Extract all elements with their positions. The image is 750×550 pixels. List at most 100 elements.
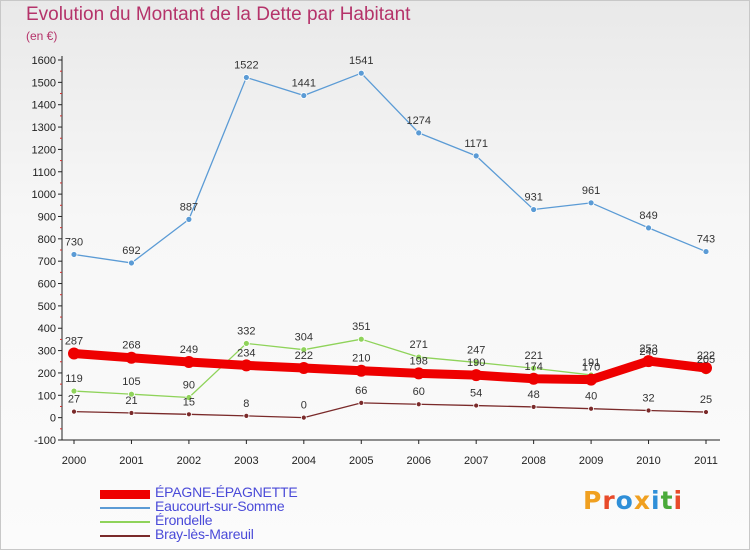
data-label-0: 198 [410,355,428,367]
data-label-0: 253 [639,343,657,355]
series-point-3 [300,414,307,421]
data-label-0: 174 [524,361,542,373]
data-label-2: 240 [639,346,657,358]
data-label-0: 190 [467,357,485,369]
y-tick-label: 1500 [32,77,56,89]
series-point-3 [243,412,250,419]
x-tick-label: 2007 [464,455,488,467]
logo-letter: i [673,486,684,515]
data-label-1: 931 [524,192,542,204]
y-tick-label: 500 [38,301,56,313]
y-tick-label: 300 [38,346,56,358]
series-point-0 [355,364,368,377]
chart-title: Evolution du Montant de la Dette par Hab… [26,4,411,25]
data-label-3: 48 [528,389,540,401]
y-tick-label: 1600 [32,55,56,67]
y-tick-label: 800 [38,234,56,246]
data-label-3: 40 [585,391,597,403]
legend-label: Érondelle [155,512,213,528]
data-label-2: 221 [524,350,542,362]
series-point-3 [703,409,709,415]
y-tick-label: -100 [34,435,56,447]
data-label-1: 849 [639,210,657,222]
data-label-3: 8 [243,398,249,410]
legend-label: Bray-lès-Mareuil [155,526,254,542]
series-point-0 [700,362,712,375]
data-label-2: 90 [183,380,195,392]
y-tick-label: 600 [38,279,56,291]
series-point-1 [587,199,595,207]
data-label-3: 66 [355,385,367,397]
data-label-0: 249 [180,344,198,356]
y-tick-label: 1300 [32,122,56,134]
y-tick-label: 900 [38,211,56,223]
x-tick-label: 2006 [406,455,430,467]
series-point-0 [297,362,310,375]
series-line-1 [73,72,707,264]
legend-swatch [100,489,150,499]
data-label-0: 210 [352,353,370,365]
data-label-0: 234 [237,347,255,359]
series-point-1 [530,206,538,213]
series-point-2 [185,394,193,401]
series-point-2 [300,346,308,354]
series-point-0 [182,355,195,368]
series-point-0 [642,355,655,368]
data-label-0: 268 [122,340,140,352]
series-point-1 [472,152,480,160]
data-label-2: 332 [237,325,255,337]
series-point-3 [128,410,135,416]
data-label-2: 247 [467,344,485,356]
series-point-1 [645,224,652,232]
series-point-0 [527,372,540,385]
x-tick-label: 2010 [636,455,660,467]
data-label-2: 119 [65,373,83,385]
data-label-1: 692 [122,245,140,257]
logo-letter: o [615,486,634,515]
logo-letter: t [660,486,674,515]
chart-subtitle: (en €) [26,29,58,43]
data-label-1: 1441 [292,78,316,90]
data-label-3: 21 [125,395,137,407]
series-point-3 [588,405,594,412]
data-label-2: 205 [697,354,715,366]
series-point-1 [128,259,135,267]
series-point-3 [530,404,537,410]
series-point-1 [702,248,710,255]
y-tick-label: 1000 [32,189,56,201]
proxiti-logo: Proxiti [583,486,683,515]
data-label-3: 60 [413,386,425,398]
series-point-1 [242,74,250,81]
series-point-3 [415,401,422,408]
series-point-0 [585,373,598,386]
data-label-2: 351 [352,321,370,333]
x-tick-label: 2009 [579,455,603,467]
series-point-2 [70,387,78,395]
series-point-1 [300,92,308,99]
logo-letter: P [583,486,603,515]
series-point-0 [125,351,138,364]
series-point-2 [128,390,135,398]
logo-letter: r [602,486,616,515]
data-label-0: 222 [295,350,313,362]
y-tick-label: 200 [38,368,56,380]
series-point-3 [645,407,652,414]
series-point-1 [70,251,78,258]
series-point-0 [470,369,483,382]
x-tick-label: 2002 [177,455,201,467]
series-point-3 [473,402,480,409]
legend-swatch [100,507,150,509]
legend-label: Eaucourt-sur-Somme [155,498,285,514]
x-tick-label: 2011 [694,455,718,467]
series-point-0 [412,367,425,380]
y-tick-label: 700 [38,256,56,268]
y-tick-label: 400 [38,323,56,335]
data-label-1: 961 [582,185,600,197]
y-tick-label: 1400 [32,100,56,112]
series-point-2 [357,335,365,343]
logo-letter: i [651,486,661,515]
series-point-2 [242,340,250,347]
data-label-0: 287 [65,335,83,347]
